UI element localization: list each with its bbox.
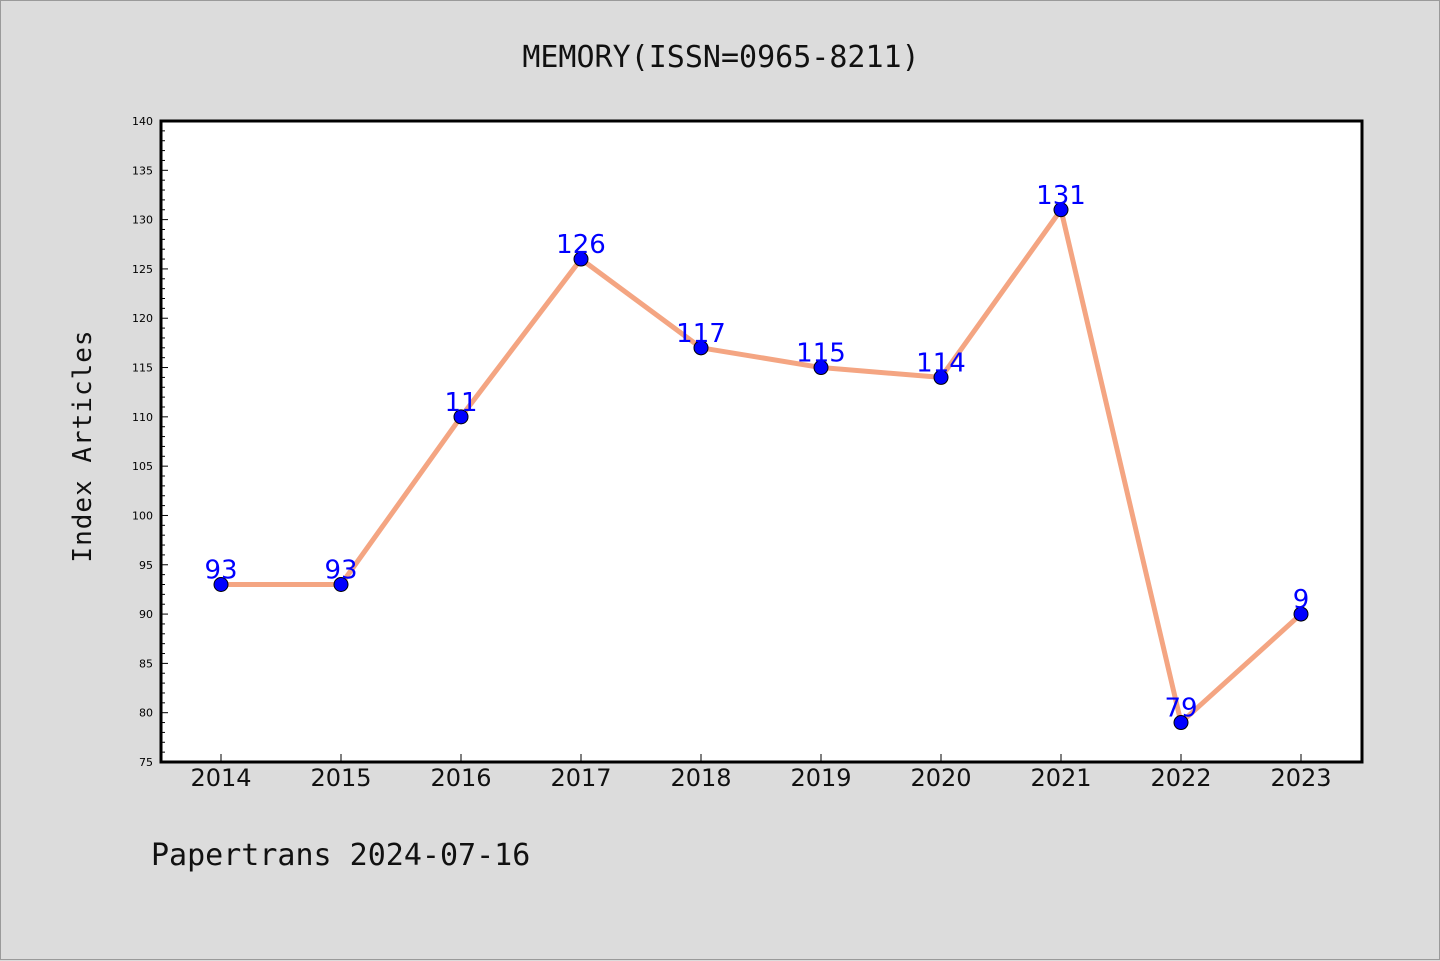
plot-area [159,119,1364,764]
data-point [1173,715,1189,731]
x-tick-label: 2017 [550,764,611,792]
y-axis-label: Index Articles [68,329,98,562]
x-tick-label: 2021 [1030,764,1091,792]
data-label: 79 [1164,694,1197,724]
chart-title: MEMORY(ISSN=0965-8211) [522,40,919,75]
y-tick-label: 125 [132,263,153,276]
data-point [693,340,709,356]
y-tick-label: 80 [139,707,153,720]
x-tick-label: 2020 [910,764,971,792]
data-point [573,251,589,267]
x-tick-label: 2022 [1150,764,1211,792]
y-tick-label: 90 [139,608,153,621]
data-label: 11 [444,388,477,418]
x-tick-label: 2015 [310,764,371,792]
x-tick-label: 2016 [430,764,491,792]
x-tick-label: 2014 [190,764,251,792]
data-label: 93 [204,555,237,585]
data-point [813,360,829,376]
series-line [221,207,1303,726]
data-label: 114 [916,348,966,378]
y-tick-label: 75 [139,756,153,769]
series-line-group [221,207,1303,726]
data-point [1293,606,1309,622]
footer-credit: Papertrans 2024-07-16 [151,838,530,873]
data-point [453,409,469,425]
y-tick-label: 130 [132,214,153,227]
y-tick-label: 95 [139,559,153,572]
data-labels-group: 93 93 11 126 117 115 114 131 79 9 [204,181,1309,724]
data-label: 126 [556,230,606,260]
series-points-group [213,202,1309,731]
data-point [933,369,949,385]
data-point [1053,202,1069,218]
x-tick-label: 2023 [1270,764,1331,792]
data-label: 115 [796,339,846,369]
y-axis-ticks: 75 80 85 90 95 100 105 110 115 120 125 130 135 140 [132,115,168,769]
data-label: 117 [676,319,726,349]
data-label: 93 [324,555,357,585]
y-tick-label: 100 [132,509,153,522]
y-tick-label: 85 [139,657,153,670]
y-tick-label: 135 [132,164,153,177]
y-tick-label: 120 [132,312,153,325]
x-tick-label: 2019 [790,764,851,792]
x-axis-ticks: 2014 2015 2016 2017 2018 2019 2020 2021 2022 2023 [190,754,1332,792]
x-tick-label: 2018 [670,764,731,792]
y-tick-label: 105 [132,460,153,473]
data-point [213,576,229,592]
data-label: 131 [1036,181,1086,211]
y-tick-label: 115 [132,362,153,375]
y-tick-label: 110 [132,411,153,424]
y-tick-label: 140 [132,115,153,128]
data-point [333,576,349,592]
data-label: 9 [1293,585,1310,615]
